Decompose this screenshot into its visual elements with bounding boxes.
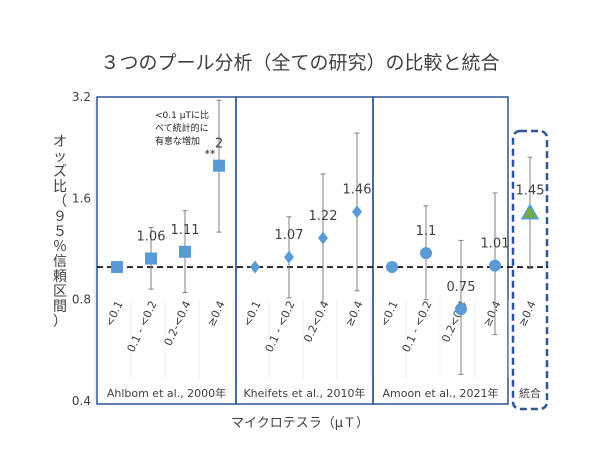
y-axis-label-char: ） bbox=[53, 314, 67, 330]
y-axis-label-char: 信 bbox=[53, 254, 67, 270]
data-label: 1.1 bbox=[416, 224, 437, 239]
circle-marker bbox=[455, 303, 467, 316]
circle-marker bbox=[489, 259, 501, 272]
y-axis-label-char: ズ bbox=[53, 164, 67, 180]
category-label: 0.1 - <0.2 bbox=[400, 299, 435, 354]
y-axis-label-char: 区 bbox=[53, 284, 67, 300]
y-tick-label: 1.6 bbox=[72, 191, 91, 205]
significance-marker: ** bbox=[205, 148, 217, 161]
category-label: 0.1 - <0.2 bbox=[125, 299, 160, 354]
diamond-marker bbox=[250, 260, 260, 274]
y-axis-label-char: ％ bbox=[53, 239, 67, 255]
y-axis-label: オッズ比（９ ５ ％信頼区間） bbox=[50, 135, 70, 330]
group-frame bbox=[235, 96, 374, 405]
category-label: 0.1 - <0.2 bbox=[263, 299, 298, 354]
y-axis-label-char: オ bbox=[53, 134, 67, 150]
annotation-text: <0.1 μTに比 bbox=[155, 109, 209, 121]
group-label: Ahlbom et al., 2000年 bbox=[107, 386, 226, 400]
data-label: 1.01 bbox=[481, 237, 510, 252]
category-label: <0.1 bbox=[103, 299, 126, 329]
x-axis-label: マイクロテスラ（μＴ） bbox=[230, 416, 369, 431]
chart-title: ３つのプール分析（全ての研究）の比較と統合 bbox=[100, 52, 500, 74]
group-frame bbox=[372, 96, 509, 405]
data-label: 1.07 bbox=[275, 228, 304, 243]
category-label: ≥0.4 bbox=[516, 299, 539, 329]
data-label: 2 bbox=[215, 137, 223, 152]
category-label: ≥0.4 bbox=[205, 299, 228, 329]
circle-marker bbox=[386, 261, 398, 274]
category-label: <0.1 bbox=[378, 299, 401, 329]
group-label: 統合 bbox=[519, 386, 541, 400]
category-label: <0.1 bbox=[241, 299, 264, 329]
data-label: 1.46 bbox=[343, 183, 372, 198]
annotation-text: 有意な増加 bbox=[155, 135, 200, 147]
square-marker bbox=[213, 159, 225, 172]
data-label: 1.06 bbox=[137, 230, 166, 245]
data-label: 1.22 bbox=[309, 209, 338, 224]
diamond-marker bbox=[352, 205, 362, 219]
y-axis-label-char: 間 bbox=[53, 299, 67, 315]
diamond-marker bbox=[284, 250, 294, 264]
diamond-marker bbox=[318, 231, 328, 245]
group-label: Kheifets et al., 2010年 bbox=[243, 386, 365, 400]
y-axis-label-char: ９ bbox=[53, 209, 67, 225]
square-marker bbox=[179, 245, 191, 258]
y-axis-label-char: 比 bbox=[53, 179, 67, 195]
y-axis-label-char: （ bbox=[53, 194, 67, 210]
category-label: 0.2<0.4 bbox=[301, 299, 331, 345]
category-label: 0.2-<0.4 bbox=[162, 299, 194, 348]
y-axis-label-char: ッ bbox=[53, 149, 67, 165]
category-label: ≥0.4 bbox=[343, 299, 366, 329]
y-axis-label-char: ５ bbox=[53, 224, 67, 240]
group-label: Amoon et al., 2021年 bbox=[382, 386, 498, 400]
annotation-text: べて統計的に bbox=[155, 122, 209, 134]
y-tick-label: 3.2 bbox=[72, 90, 91, 104]
y-tick-label: 0.4 bbox=[72, 394, 91, 408]
square-marker bbox=[111, 261, 123, 274]
y-tick-label: 0.8 bbox=[72, 293, 91, 307]
triangle-marker bbox=[520, 203, 540, 220]
data-label: 1.45 bbox=[516, 184, 545, 199]
circle-marker bbox=[420, 247, 432, 260]
square-marker bbox=[145, 252, 157, 265]
data-label: 1.11 bbox=[171, 223, 200, 238]
data-label: 0.75 bbox=[447, 280, 476, 295]
combined-frame bbox=[511, 129, 549, 411]
y-axis-label-char: 頼 bbox=[53, 269, 67, 285]
category-label: ≥0.4 bbox=[481, 299, 504, 329]
